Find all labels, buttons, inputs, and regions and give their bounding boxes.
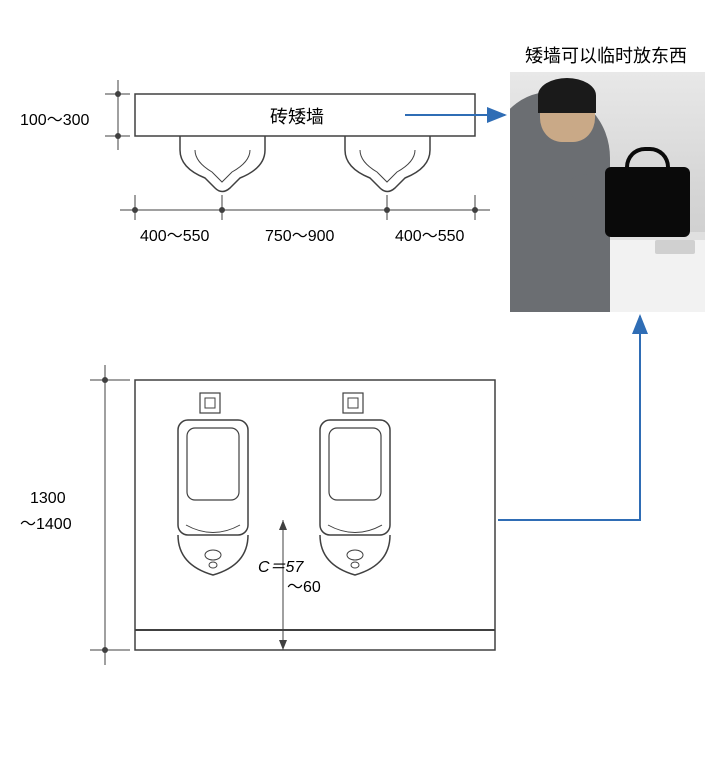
c-label-2: ～60: [287, 573, 321, 597]
urinal-plan-1: [180, 136, 265, 192]
dim-spacing-left: 400～550: [140, 222, 209, 246]
dim-spacing-center: 750～900: [265, 222, 334, 246]
urinal-elev-2: [320, 393, 390, 575]
dim-elev-height-2: ～1400: [20, 510, 72, 534]
wall-label: 砖矮墙: [270, 103, 324, 129]
arrow-to-photo-bottom: [498, 316, 640, 520]
diagram-container: 矮墙可以临时放东西: [0, 0, 723, 758]
urinal-elev-1: [178, 393, 248, 575]
urinal-plan-2: [345, 136, 430, 192]
dim-spacing-right: 400～550: [395, 222, 464, 246]
dim-elev-height-1: 1300: [30, 490, 66, 508]
diagram-svg: [0, 0, 723, 758]
dim-wall-height: 100～300: [20, 106, 89, 130]
